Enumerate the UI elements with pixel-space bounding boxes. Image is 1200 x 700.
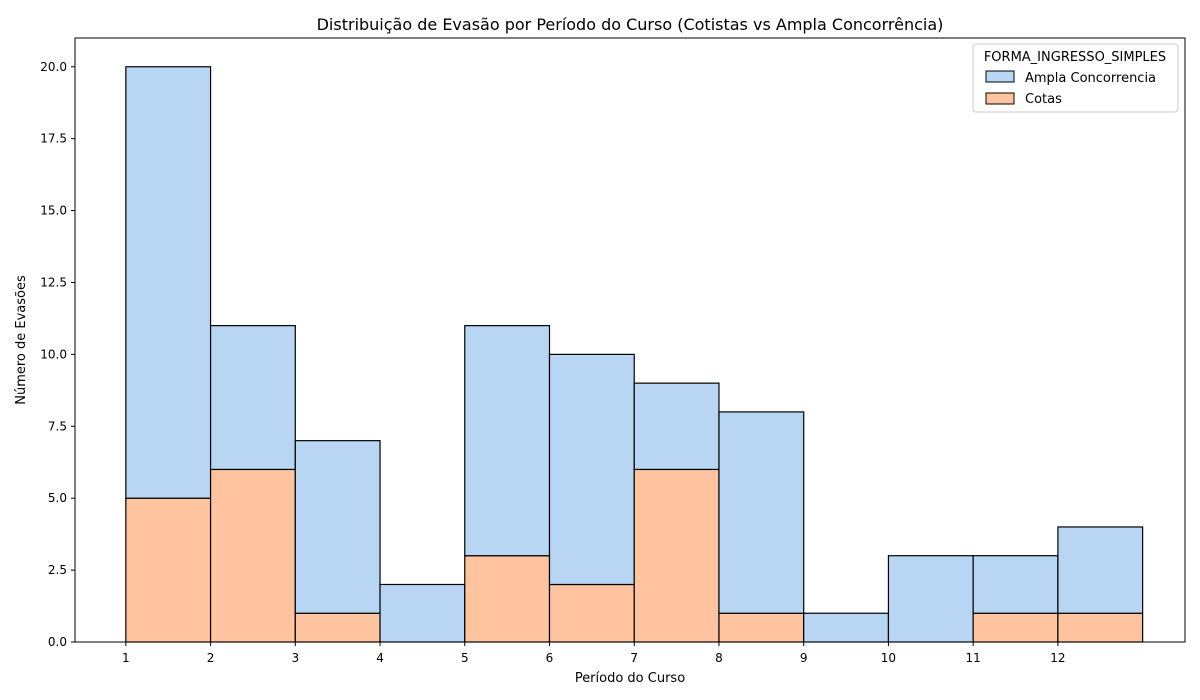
bars-group bbox=[125, 66, 1144, 643]
x-tick-label: 4 bbox=[376, 651, 384, 665]
legend-swatch-ampla bbox=[985, 70, 1015, 83]
bar-ampla-concorrencia-11 bbox=[972, 555, 1059, 614]
plot-frame bbox=[74, 37, 1186, 643]
bar-ampla-concorrencia-3 bbox=[294, 440, 381, 614]
x-tick-label: 12 bbox=[1050, 651, 1065, 665]
bar-cotas-8 bbox=[718, 612, 805, 643]
bar-cotas-7 bbox=[633, 468, 720, 643]
bar-ampla-concorrencia-1 bbox=[125, 66, 212, 499]
bar-ampla-concorrencia-12 bbox=[1057, 526, 1144, 614]
x-tick-label: 5 bbox=[461, 651, 469, 665]
legend-label-cotas: Cotas bbox=[1025, 92, 1062, 107]
x-tick-label: 6 bbox=[546, 651, 554, 665]
y-tick-label: 17.5 bbox=[40, 132, 67, 146]
x-tick-label: 10 bbox=[881, 651, 896, 665]
x-tick-label: 2 bbox=[207, 651, 215, 665]
y-tick-label: 7.5 bbox=[48, 419, 67, 433]
x-axis-label: Período do Curso bbox=[575, 671, 685, 686]
legend: FORMA_INGRESSO_SIMPLES Ampla Concorrenci… bbox=[972, 43, 1179, 113]
bar-cotas-2 bbox=[209, 468, 296, 643]
bar-ampla-concorrencia-10 bbox=[887, 555, 974, 643]
x-tick-label: 7 bbox=[630, 651, 638, 665]
bar-ampla-concorrencia-8 bbox=[718, 411, 805, 614]
y-tick-label: 5.0 bbox=[48, 491, 67, 505]
y-tick-label: 12.5 bbox=[40, 275, 67, 289]
bar-ampla-concorrencia-4 bbox=[379, 583, 466, 643]
bar-ampla-concorrencia-6 bbox=[548, 353, 635, 586]
y-tick-label: 2.5 bbox=[48, 563, 67, 577]
x-tick-label: 8 bbox=[715, 651, 723, 665]
bar-cotas-5 bbox=[464, 555, 551, 643]
legend-swatch-cotas bbox=[985, 92, 1015, 105]
legend-label-ampla: Ampla Concorrencia bbox=[1025, 71, 1156, 86]
x-tick-label: 1 bbox=[122, 651, 130, 665]
bar-ampla-concorrencia-9 bbox=[803, 612, 890, 643]
y-tick-label: 20.0 bbox=[40, 60, 67, 74]
bar-cotas-12 bbox=[1057, 612, 1144, 643]
y-tick-label: 15.0 bbox=[40, 204, 67, 218]
y-ticks: 0.0 2.5 5.0 7.5 10.0 12.5 15.0 17.5 20.0 bbox=[40, 60, 75, 649]
x-ticks: 1 2 3 4 5 6 7 8 9 10 11 12 bbox=[122, 642, 1066, 665]
x-tick-label: 9 bbox=[800, 651, 808, 665]
bar-ampla-concorrencia-2 bbox=[209, 325, 296, 471]
bar-cotas-11 bbox=[972, 612, 1059, 643]
chart-title: Distribuição de Evasão por Período do Cu… bbox=[317, 15, 944, 34]
bar-cotas-6 bbox=[548, 583, 635, 643]
bar-cotas-1 bbox=[125, 497, 212, 643]
bar-ampla-concorrencia-7 bbox=[633, 382, 720, 471]
bar-ampla-concorrencia-5 bbox=[464, 325, 551, 557]
legend-box bbox=[972, 43, 1179, 113]
y-tick-label: 10.0 bbox=[40, 347, 67, 361]
x-tick-label: 3 bbox=[291, 651, 299, 665]
legend-title: FORMA_INGRESSO_SIMPLES bbox=[984, 50, 1166, 65]
x-tick-label: 11 bbox=[966, 651, 981, 665]
y-axis-label: Número de Evasões bbox=[14, 275, 29, 405]
y-tick-label: 0.0 bbox=[48, 635, 67, 649]
bar-cotas-3 bbox=[294, 612, 381, 643]
